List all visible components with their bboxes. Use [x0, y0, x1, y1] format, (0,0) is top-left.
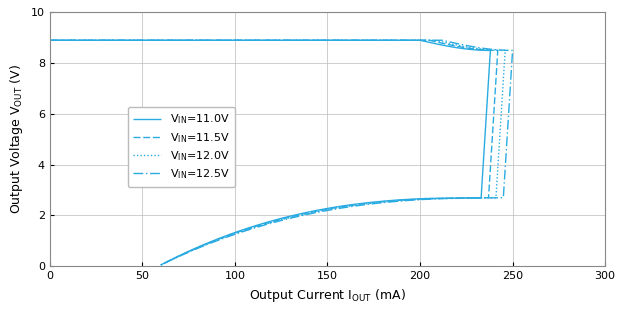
Line: V$_\mathregular{IN}$=11.0V: V$_\mathregular{IN}$=11.0V: [50, 40, 490, 265]
V$_\mathregular{IN}$=11.5V: [157, 263, 165, 267]
V$_\mathregular{IN}$=12.0V: [494, 48, 502, 52]
V$_\mathregular{IN}$=12.5V: [443, 40, 451, 43]
V$_\mathregular{IN}$=11.5V: [139, 38, 147, 42]
V$_\mathregular{IN}$=11.0V: [91, 38, 99, 42]
V$_\mathregular{IN}$=11.5V: [486, 175, 494, 179]
Y-axis label: Output Voltage V$_\mathregular{OUT}$ (V): Output Voltage V$_\mathregular{OUT}$ (V): [8, 64, 26, 214]
V$_\mathregular{IN}$=11.5V: [233, 231, 240, 235]
V$_\mathregular{IN}$=11.5V: [46, 38, 54, 42]
V$_\mathregular{IN}$=11.5V: [430, 40, 437, 43]
V$_\mathregular{IN}$=11.5V: [92, 38, 100, 42]
V$_\mathregular{IN}$=11.0V: [157, 263, 165, 267]
V$_\mathregular{IN}$=11.0V: [421, 40, 429, 43]
Line: V$_\mathregular{IN}$=11.5V: V$_\mathregular{IN}$=11.5V: [50, 40, 498, 265]
Line: V$_\mathregular{IN}$=12.0V: V$_\mathregular{IN}$=12.0V: [50, 40, 505, 265]
V$_\mathregular{IN}$=12.0V: [46, 38, 54, 42]
V$_\mathregular{IN}$=12.5V: [94, 38, 102, 42]
V$_\mathregular{IN}$=12.5V: [236, 231, 243, 235]
V$_\mathregular{IN}$=11.0V: [137, 38, 144, 42]
V$_\mathregular{IN}$=12.0V: [157, 263, 165, 267]
V$_\mathregular{IN}$=12.0V: [494, 175, 501, 179]
V$_\mathregular{IN}$=11.0V: [46, 38, 54, 42]
V$_\mathregular{IN}$=12.5V: [502, 48, 509, 52]
V$_\mathregular{IN}$=12.0V: [436, 40, 444, 43]
V$_\mathregular{IN}$=12.0V: [93, 38, 100, 42]
V$_\mathregular{IN}$=12.5V: [501, 175, 509, 179]
V$_\mathregular{IN}$=12.0V: [140, 38, 148, 42]
V$_\mathregular{IN}$=11.0V: [479, 175, 486, 179]
V$_\mathregular{IN}$=11.5V: [487, 48, 495, 52]
Line: V$_\mathregular{IN}$=12.5V: V$_\mathregular{IN}$=12.5V: [50, 40, 512, 265]
Legend: V$_\mathregular{IN}$=11.0V, V$_\mathregular{IN}$=11.5V, V$_\mathregular{IN}$=12.: V$_\mathregular{IN}$=11.0V, V$_\mathregu…: [127, 107, 235, 187]
V$_\mathregular{IN}$=12.0V: [235, 231, 242, 235]
V$_\mathregular{IN}$=11.0V: [231, 231, 238, 235]
V$_\mathregular{IN}$=11.0V: [479, 48, 487, 52]
V$_\mathregular{IN}$=12.5V: [157, 263, 165, 267]
V$_\mathregular{IN}$=12.5V: [142, 38, 150, 42]
X-axis label: Output Current I$_\mathregular{OUT}$ (mA): Output Current I$_\mathregular{OUT}$ (mA…: [249, 287, 406, 304]
V$_\mathregular{IN}$=12.5V: [46, 38, 54, 42]
